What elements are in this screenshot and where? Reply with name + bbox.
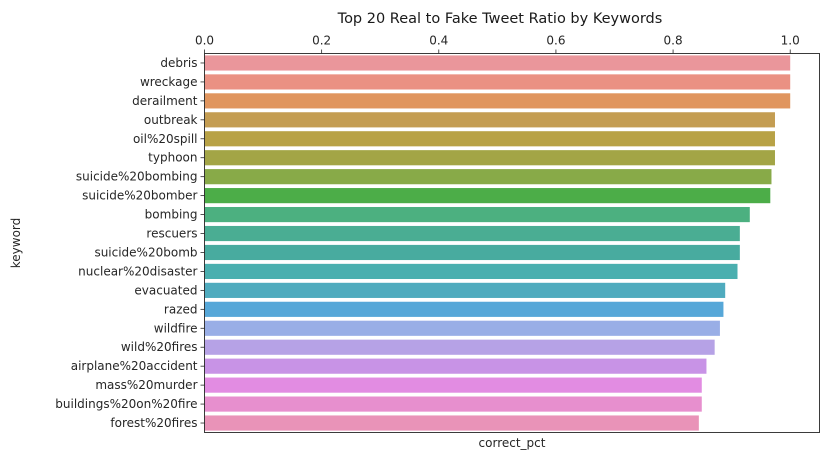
bar-5 — [204, 150, 775, 166]
y-tick-label: bombing — [145, 208, 198, 222]
x-tick-label: 0.2 — [312, 34, 331, 48]
bar-15 — [204, 339, 715, 355]
bars — [204, 55, 791, 431]
y-tick-label: outbreak — [144, 113, 198, 127]
y-tick-label: suicide%20bomber — [82, 189, 197, 203]
y-axis-labels: debris wreckage derailment outbreak oil%20sp… — [55, 56, 205, 430]
y-tick-label: rescuers — [146, 227, 197, 241]
y-tick-label: debris — [160, 56, 197, 70]
y-tick-label: nuclear%20disaster — [78, 264, 197, 278]
bar-11 — [204, 263, 738, 280]
y-axis-label: keyword — [9, 218, 23, 269]
chart-title: Top 20 Real to Fake Tweet Ratio by Keywo… — [337, 11, 663, 27]
bar-2 — [204, 93, 791, 109]
x-tick-label: 0.6 — [546, 34, 565, 48]
bar-14 — [204, 320, 720, 336]
bar-3 — [204, 112, 775, 128]
x-tick-label: 0.4 — [429, 34, 448, 48]
y-tick-label: evacuated — [134, 283, 197, 297]
y-tick-label: derailment — [132, 94, 198, 108]
bar-12 — [204, 282, 726, 298]
plot-frame — [204, 53, 820, 433]
y-tick-label: wreckage — [140, 75, 198, 89]
bar-18 — [204, 396, 702, 412]
bar-9 — [204, 225, 740, 242]
y-tick-label: oil%20spill — [133, 132, 198, 146]
x-tick-label: 0.8 — [664, 34, 683, 48]
x-axis-ticks: 0.0 0.2 0.4 0.6 0.8 1.0 — [195, 34, 800, 54]
bar-10 — [204, 244, 740, 261]
bar-13 — [204, 301, 724, 317]
y-tick-label: wild%20fires — [121, 340, 198, 354]
x-tick-label: 0.0 — [195, 34, 214, 48]
y-tick-label: suicide%20bombing — [76, 170, 198, 184]
bar-8 — [204, 206, 750, 223]
bar-17 — [204, 377, 702, 393]
bar-19 — [204, 415, 699, 431]
bar-16 — [204, 358, 707, 374]
y-tick-label: typhoon — [148, 151, 197, 165]
bar-7 — [204, 188, 771, 204]
bar-1 — [204, 74, 791, 90]
y-tick-label: buildings%20on%20fire — [55, 397, 197, 411]
y-tick-label: suicide%20bomb — [94, 245, 197, 259]
bar-4 — [204, 131, 775, 147]
y-tick-label: forest%20fires — [110, 416, 197, 430]
x-tick-label: 1.0 — [781, 34, 800, 48]
y-tick-label: razed — [164, 302, 198, 316]
x-axis-label: correct_pct — [479, 436, 546, 450]
bar-6 — [204, 169, 772, 185]
y-tick-label: airplane%20accident — [71, 359, 198, 373]
y-tick-label: wildfire — [154, 321, 198, 335]
y-tick-label: mass%20murder — [95, 378, 197, 392]
bar-0 — [204, 55, 791, 71]
